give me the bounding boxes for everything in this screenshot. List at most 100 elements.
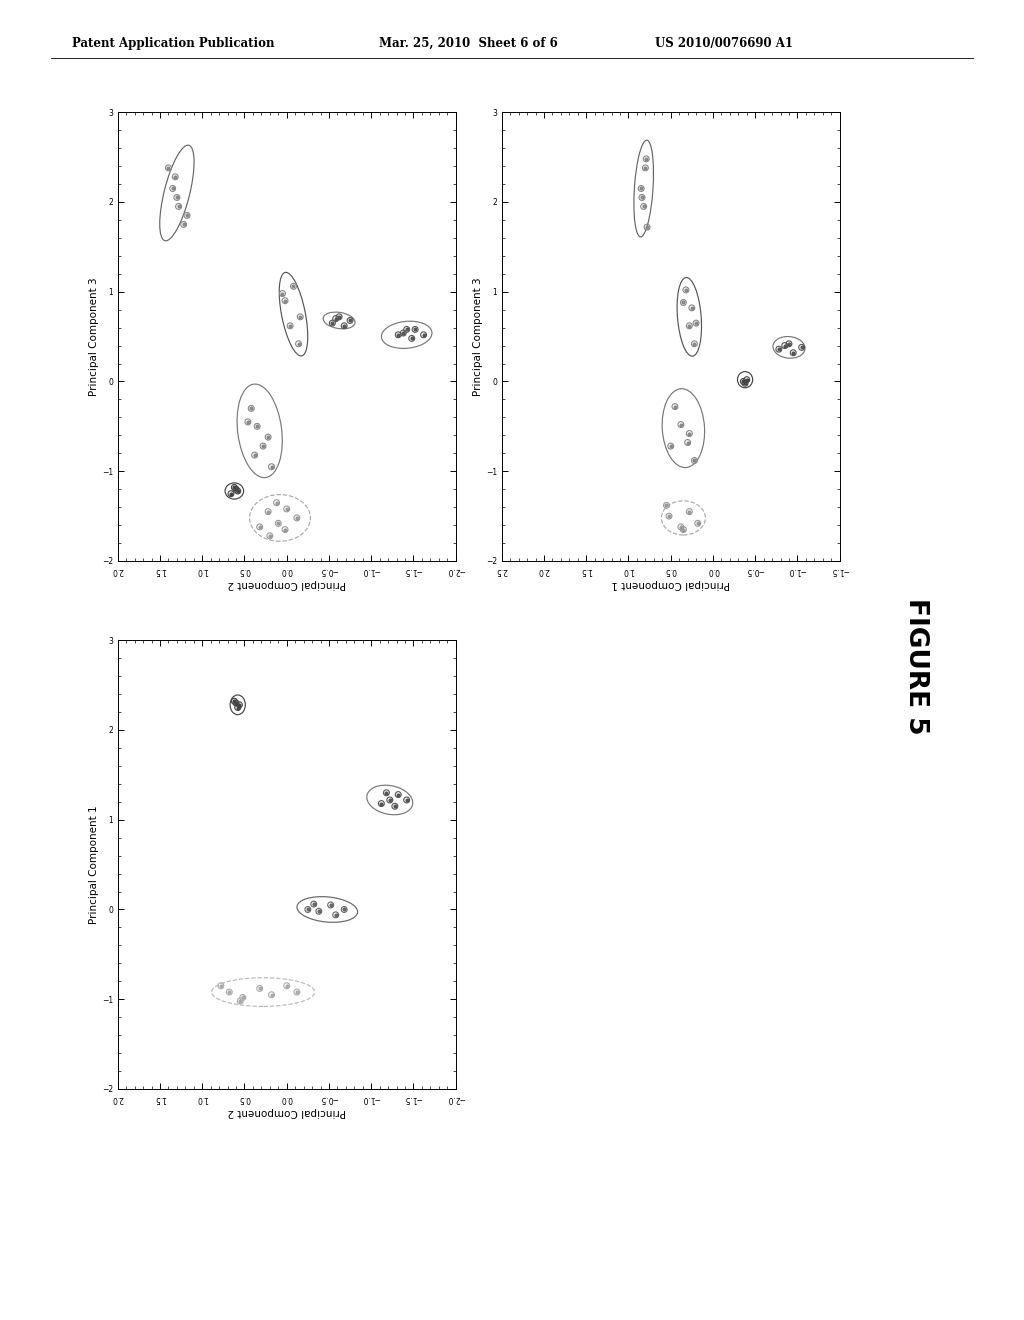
Point: [223, 483, 240, 504]
Point: [247, 445, 263, 466]
Text: Mar. 25, 2010  Sheet 6 of 6: Mar. 25, 2010 Sheet 6 of 6: [379, 37, 558, 50]
Point: [270, 512, 287, 533]
Point: [636, 195, 652, 216]
Text: Patent Application Publication: Patent Application Publication: [72, 37, 274, 50]
Point: [252, 516, 268, 537]
Point: [387, 796, 403, 817]
Point: [289, 982, 305, 1003]
Point: [658, 495, 675, 516]
Point: [738, 370, 755, 391]
Point: [247, 445, 263, 466]
Point: [390, 325, 407, 346]
Point: [673, 516, 689, 537]
Point: [771, 339, 787, 360]
Point: [403, 327, 420, 348]
Point: [260, 426, 276, 447]
Point: [681, 315, 697, 337]
Point: [658, 495, 675, 516]
Point: [282, 315, 298, 337]
Point: [282, 315, 298, 337]
Point: [407, 319, 423, 341]
Point: [243, 397, 259, 418]
Point: [255, 436, 271, 457]
Point: [252, 516, 268, 537]
Point: [279, 499, 295, 520]
Point: [336, 899, 352, 920]
Point: [289, 507, 305, 528]
Point: [325, 313, 341, 334]
Point: [331, 306, 347, 327]
Point: [390, 325, 407, 346]
Point: [686, 450, 702, 471]
Point: [681, 422, 697, 444]
Point: [398, 789, 415, 810]
Point: [328, 904, 344, 925]
Text: FIGURE 5: FIGURE 5: [903, 598, 930, 735]
Point: [263, 457, 280, 478]
Point: [781, 333, 798, 354]
Point: [382, 789, 398, 810]
Point: [794, 337, 810, 358]
Point: [229, 480, 246, 502]
Point: [221, 982, 238, 1003]
Point: [673, 414, 689, 436]
Point: [378, 783, 394, 804]
Point: [170, 195, 186, 216]
Point: [637, 157, 653, 178]
Point: [255, 436, 271, 457]
Point: [390, 784, 407, 805]
Point: [684, 297, 700, 318]
Point: [373, 793, 389, 814]
Point: [276, 290, 293, 312]
Point: [260, 502, 276, 523]
Point: [735, 371, 752, 392]
Point: [639, 216, 655, 238]
Point: [686, 333, 702, 354]
Point: [300, 899, 316, 920]
Point: [300, 899, 316, 920]
Point: [403, 327, 420, 348]
Point: [262, 525, 279, 546]
X-axis label: Principal Component 1: Principal Component 1: [611, 579, 730, 589]
Point: [673, 414, 689, 436]
Point: [167, 166, 183, 187]
Point: [279, 499, 295, 520]
Point: [305, 894, 322, 915]
Point: [228, 693, 245, 714]
Point: [675, 292, 691, 313]
Point: [328, 904, 344, 925]
Point: [249, 416, 265, 437]
Point: [268, 492, 285, 513]
Point: [684, 297, 700, 318]
Point: [221, 982, 238, 1003]
Text: US 2010/0076690 A1: US 2010/0076690 A1: [655, 37, 794, 50]
Point: [678, 280, 694, 301]
Point: [328, 308, 344, 329]
Point: [305, 894, 322, 915]
Point: [681, 422, 697, 444]
Point: [634, 187, 650, 209]
Point: [680, 432, 696, 453]
Point: [161, 157, 177, 178]
Point: [785, 342, 802, 363]
Point: [416, 325, 432, 346]
Point: [737, 372, 754, 393]
Point: [336, 315, 352, 337]
Point: [637, 157, 653, 178]
Point: [398, 319, 415, 341]
Point: [688, 313, 705, 334]
Point: [252, 978, 268, 999]
Point: [279, 975, 295, 997]
Point: [737, 372, 754, 393]
Point: [776, 335, 793, 356]
Point: [336, 315, 352, 337]
Point: [680, 432, 696, 453]
Point: [232, 990, 249, 1011]
Point: [633, 178, 649, 199]
Point: [262, 525, 279, 546]
Point: [165, 178, 181, 199]
Point: [660, 506, 677, 527]
X-axis label: Principal Component 2: Principal Component 2: [227, 1107, 346, 1117]
Point: [223, 483, 240, 504]
Point: [286, 276, 302, 297]
